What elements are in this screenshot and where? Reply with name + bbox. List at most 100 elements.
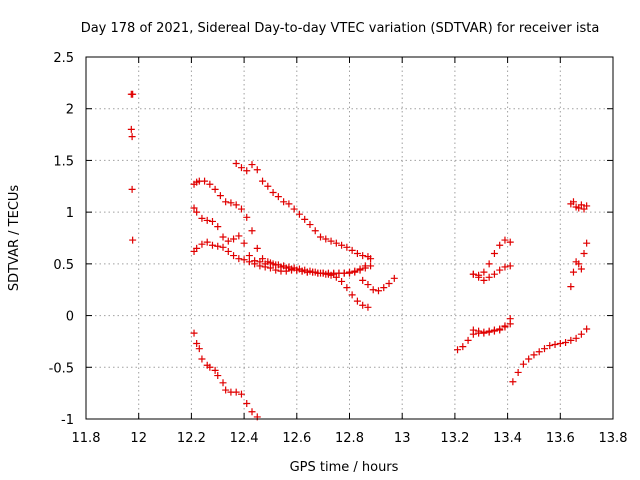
data-point-marker bbox=[343, 243, 351, 251]
data-point-marker bbox=[251, 260, 259, 268]
data-point-marker bbox=[230, 252, 238, 260]
data-point-marker bbox=[577, 330, 585, 338]
data-point-marker bbox=[232, 160, 240, 168]
data-point-marker bbox=[567, 283, 575, 291]
data-point-marker bbox=[583, 239, 591, 247]
data-point-marker bbox=[243, 399, 251, 407]
data-point-marker bbox=[256, 262, 264, 270]
data-point-marker bbox=[562, 338, 570, 346]
data-point-marker bbox=[496, 241, 504, 249]
data-point-marker bbox=[506, 320, 514, 328]
data-point-marker bbox=[219, 379, 227, 387]
data-point-marker bbox=[577, 265, 585, 273]
data-point-marker bbox=[359, 252, 367, 260]
data-point-marker bbox=[485, 273, 493, 281]
data-point-marker bbox=[556, 339, 564, 347]
series-sat-c bbox=[190, 204, 375, 278]
series-sat-j bbox=[469, 236, 514, 279]
series-sat-e bbox=[232, 160, 372, 261]
data-point-marker bbox=[343, 284, 351, 292]
series-sat-k bbox=[469, 320, 514, 336]
data-point-marker bbox=[519, 360, 527, 368]
data-point-marker bbox=[240, 256, 248, 264]
data-point-marker bbox=[269, 188, 277, 196]
data-point-marker bbox=[198, 355, 206, 363]
data-point-marker bbox=[237, 164, 245, 172]
data-point-marker bbox=[208, 241, 216, 249]
data-point-marker bbox=[364, 253, 372, 261]
data-point-marker bbox=[224, 247, 232, 255]
x-tick-label: 13.2 bbox=[440, 431, 469, 446]
data-point-marker bbox=[214, 223, 222, 231]
data-point-marker bbox=[195, 345, 203, 353]
x-tick-label: 13.8 bbox=[599, 431, 628, 446]
data-point-marker bbox=[248, 408, 256, 416]
data-point-marker bbox=[248, 227, 256, 235]
data-point-marker bbox=[203, 216, 211, 224]
series-sat-l bbox=[509, 325, 591, 386]
data-point-marker bbox=[353, 297, 361, 305]
data-point-marker bbox=[551, 341, 559, 349]
data-point-marker bbox=[206, 180, 214, 188]
data-point-marker bbox=[128, 185, 136, 193]
data-point-marker bbox=[245, 252, 253, 260]
data-point-marker bbox=[129, 236, 137, 244]
data-point-marker bbox=[259, 177, 267, 185]
data-point-marker bbox=[374, 287, 382, 295]
series-sat-m bbox=[567, 198, 591, 213]
data-point-marker bbox=[535, 348, 543, 356]
data-point-marker bbox=[309, 268, 317, 276]
data-point-marker bbox=[272, 266, 280, 274]
axis-ticks: 11.8 12 12.2 12.4 12.6 12.8 13 13.2 13.4 13.6 13.8… bbox=[49, 51, 628, 446]
data-point-marker bbox=[583, 325, 591, 333]
series-sat-g bbox=[190, 329, 261, 421]
data-point-marker bbox=[235, 232, 243, 240]
data-point-marker bbox=[274, 193, 282, 201]
y-tick-label: 1.5 bbox=[53, 154, 74, 169]
data-point-marker bbox=[475, 327, 483, 335]
data-point-marker bbox=[322, 235, 330, 243]
data-point-marker bbox=[216, 192, 224, 200]
data-point-marker bbox=[206, 363, 214, 371]
data-point-marker bbox=[490, 326, 498, 334]
data-point-marker bbox=[364, 303, 372, 311]
data-point-marker bbox=[222, 198, 230, 206]
data-point-marker bbox=[348, 291, 356, 299]
data-point-marker bbox=[385, 280, 393, 288]
data-point-marker bbox=[569, 198, 577, 206]
data-point-marker bbox=[293, 266, 301, 274]
data-point-marker bbox=[580, 250, 588, 258]
series-sat-d bbox=[190, 238, 375, 277]
x-tick-label: 13.4 bbox=[493, 431, 522, 446]
data-point-marker bbox=[280, 198, 288, 206]
data-point-marker bbox=[380, 284, 388, 292]
data-point-marker bbox=[348, 246, 356, 254]
data-point-marker bbox=[232, 201, 240, 209]
data-point-marker bbox=[295, 210, 303, 218]
data-point-marker bbox=[464, 336, 472, 344]
data-point-marker bbox=[359, 276, 367, 284]
data-point-marker bbox=[530, 351, 538, 359]
data-point-marker bbox=[490, 250, 498, 258]
y-tick-label: 0 bbox=[66, 310, 74, 325]
grid bbox=[86, 57, 613, 419]
data-point-marker bbox=[311, 227, 319, 235]
data-point-marker bbox=[190, 204, 198, 212]
data-point-marker bbox=[546, 342, 554, 350]
data-point-marker bbox=[525, 355, 533, 363]
data-point-marker bbox=[480, 328, 488, 336]
data-point-marker bbox=[211, 366, 219, 374]
data-point-marker bbox=[214, 242, 222, 250]
y-tick-label: 0.5 bbox=[53, 258, 74, 273]
data-point-marker bbox=[193, 339, 201, 347]
data-point-marker bbox=[509, 378, 517, 386]
data-point-marker bbox=[490, 270, 498, 278]
data-point-marker bbox=[290, 205, 298, 213]
y-tick-label: -0.5 bbox=[49, 361, 74, 376]
data-point-marker bbox=[469, 270, 477, 278]
data-point-marker bbox=[485, 260, 493, 268]
data-points bbox=[127, 90, 591, 421]
chart-title: Day 178 of 2021, Sidereal Day-to-day VTE… bbox=[81, 21, 600, 36]
series-sat-f bbox=[359, 274, 398, 295]
data-point-marker bbox=[227, 199, 235, 207]
